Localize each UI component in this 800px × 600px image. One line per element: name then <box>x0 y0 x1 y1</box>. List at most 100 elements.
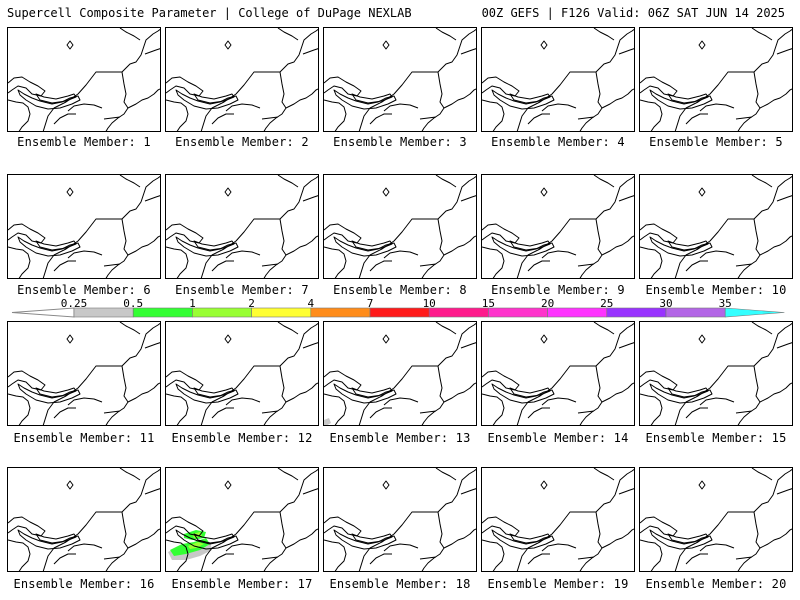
member-panel-17[interactable] <box>165 467 319 572</box>
member-caption-10: Ensemble Member: 10 <box>645 283 787 297</box>
boundary-line-9 <box>211 113 234 125</box>
map-15 <box>640 322 792 425</box>
member-panel-16[interactable] <box>7 467 161 572</box>
boundary-line-1 <box>8 539 31 571</box>
member-caption-1: Ensemble Member: 1 <box>17 135 151 149</box>
boundary-line-4 <box>460 195 476 202</box>
lake-outline-0 <box>175 383 239 404</box>
boundary-line-0 <box>324 76 362 97</box>
boundary-line-6 <box>285 382 318 403</box>
boundary-line-1 <box>166 99 189 131</box>
boundary-line-4 <box>460 342 476 349</box>
lake-outline-1 <box>509 533 551 544</box>
member-panel-3[interactable] <box>323 27 477 132</box>
scp-shading-3 <box>188 542 204 549</box>
boundary-line-7 <box>577 116 595 120</box>
boundary-line-3 <box>593 28 615 41</box>
boundary-line-2 <box>358 28 476 131</box>
member-panel-4[interactable] <box>481 27 635 132</box>
boundary-line-8 <box>699 397 735 406</box>
member-caption-9: Ensemble Member: 9 <box>491 283 625 297</box>
member-panel-19[interactable] <box>481 467 635 572</box>
boundary-line-3 <box>119 322 141 335</box>
map-4 <box>482 28 634 131</box>
member-panel-9[interactable] <box>481 174 635 279</box>
boundary-line-8 <box>225 543 261 552</box>
island-marker <box>540 334 548 344</box>
boundary-line-3 <box>119 468 141 481</box>
boundary-line-0 <box>8 516 46 537</box>
boundary-line-3 <box>751 175 773 188</box>
member-panel-10[interactable] <box>639 174 793 279</box>
member-panel-8[interactable] <box>323 174 477 279</box>
boundary-line-4 <box>460 488 476 495</box>
boundary-line-1 <box>324 393 347 425</box>
boundary-line-5 <box>737 365 761 425</box>
boundary-line-5 <box>579 71 603 131</box>
map-title: Supercell Composite Parameter | College … <box>7 6 412 20</box>
map-7 <box>166 175 318 278</box>
lake-outline-0 <box>649 89 713 110</box>
member-panel-12[interactable] <box>165 321 319 426</box>
member-panel-14[interactable] <box>481 321 635 426</box>
lake-outline-1 <box>667 240 709 251</box>
member-panel-13[interactable] <box>323 321 477 426</box>
lake-outline-0 <box>333 383 397 404</box>
boundary-line-0 <box>640 76 678 97</box>
boundary-line-1 <box>166 246 189 278</box>
valid-time-label: 00Z GEFS | F126 Valid: 06Z SAT JUN 14 20… <box>481 6 785 20</box>
boundary-line-8 <box>541 543 577 552</box>
boundary-line-4 <box>776 342 792 349</box>
lake-outline-1 <box>193 387 235 398</box>
boundary-line-3 <box>435 468 457 481</box>
boundary-line-3 <box>751 28 773 41</box>
member-panel-18[interactable] <box>323 467 477 572</box>
boundary-line-5 <box>263 365 287 425</box>
scale-segment-5 <box>369 307 430 318</box>
boundary-line-6 <box>759 528 792 549</box>
boundary-line-6 <box>285 235 318 256</box>
boundary-line-3 <box>277 468 299 481</box>
scale-tick-label-1: 0.5 <box>123 297 144 310</box>
member-caption-17: Ensemble Member: 17 <box>171 577 313 591</box>
boundary-line-3 <box>119 175 141 188</box>
member-panel-20[interactable] <box>639 467 793 572</box>
scale-segment-4 <box>310 307 371 318</box>
boundary-line-0 <box>482 223 520 244</box>
boundary-line-6 <box>601 235 634 256</box>
boundary-line-4 <box>144 342 160 349</box>
boundary-line-7 <box>103 116 121 120</box>
boundary-line-7 <box>261 116 279 120</box>
boundary-line-2 <box>516 175 634 278</box>
boundary-line-6 <box>759 235 792 256</box>
boundary-line-2 <box>358 322 476 425</box>
member-panel-2[interactable] <box>165 27 319 132</box>
boundary-line-4 <box>618 195 634 202</box>
member-panel-1[interactable] <box>7 27 161 132</box>
boundary-line-6 <box>443 88 476 109</box>
member-caption-18: Ensemble Member: 18 <box>329 577 471 591</box>
boundary-line-0 <box>640 516 678 537</box>
island-marker <box>698 40 706 50</box>
color-scale: 0.25 0.5 1 2 4 7 10 15 20 25 30 35 <box>0 293 800 323</box>
lake-outline-0 <box>491 89 555 110</box>
boundary-line-2 <box>674 468 792 571</box>
member-panel-7[interactable] <box>165 174 319 279</box>
scale-segment-2 <box>192 307 252 318</box>
member-panel-5[interactable] <box>639 27 793 132</box>
boundary-line-5 <box>421 511 445 571</box>
member-panel-15[interactable] <box>639 321 793 426</box>
member-panel-11[interactable] <box>7 321 161 426</box>
lake-outline-0 <box>649 236 713 257</box>
boundary-line-4 <box>144 488 160 495</box>
member-panel-6[interactable] <box>7 174 161 279</box>
boundary-line-0 <box>166 76 204 97</box>
boundary-line-2 <box>516 468 634 571</box>
boundary-line-9 <box>527 113 550 125</box>
boundary-line-5 <box>105 511 129 571</box>
member-caption-2: Ensemble Member: 2 <box>175 135 309 149</box>
boundary-line-8 <box>383 250 419 259</box>
lake-outline-1 <box>509 240 551 251</box>
boundary-line-5 <box>579 218 603 278</box>
map-10 <box>640 175 792 278</box>
